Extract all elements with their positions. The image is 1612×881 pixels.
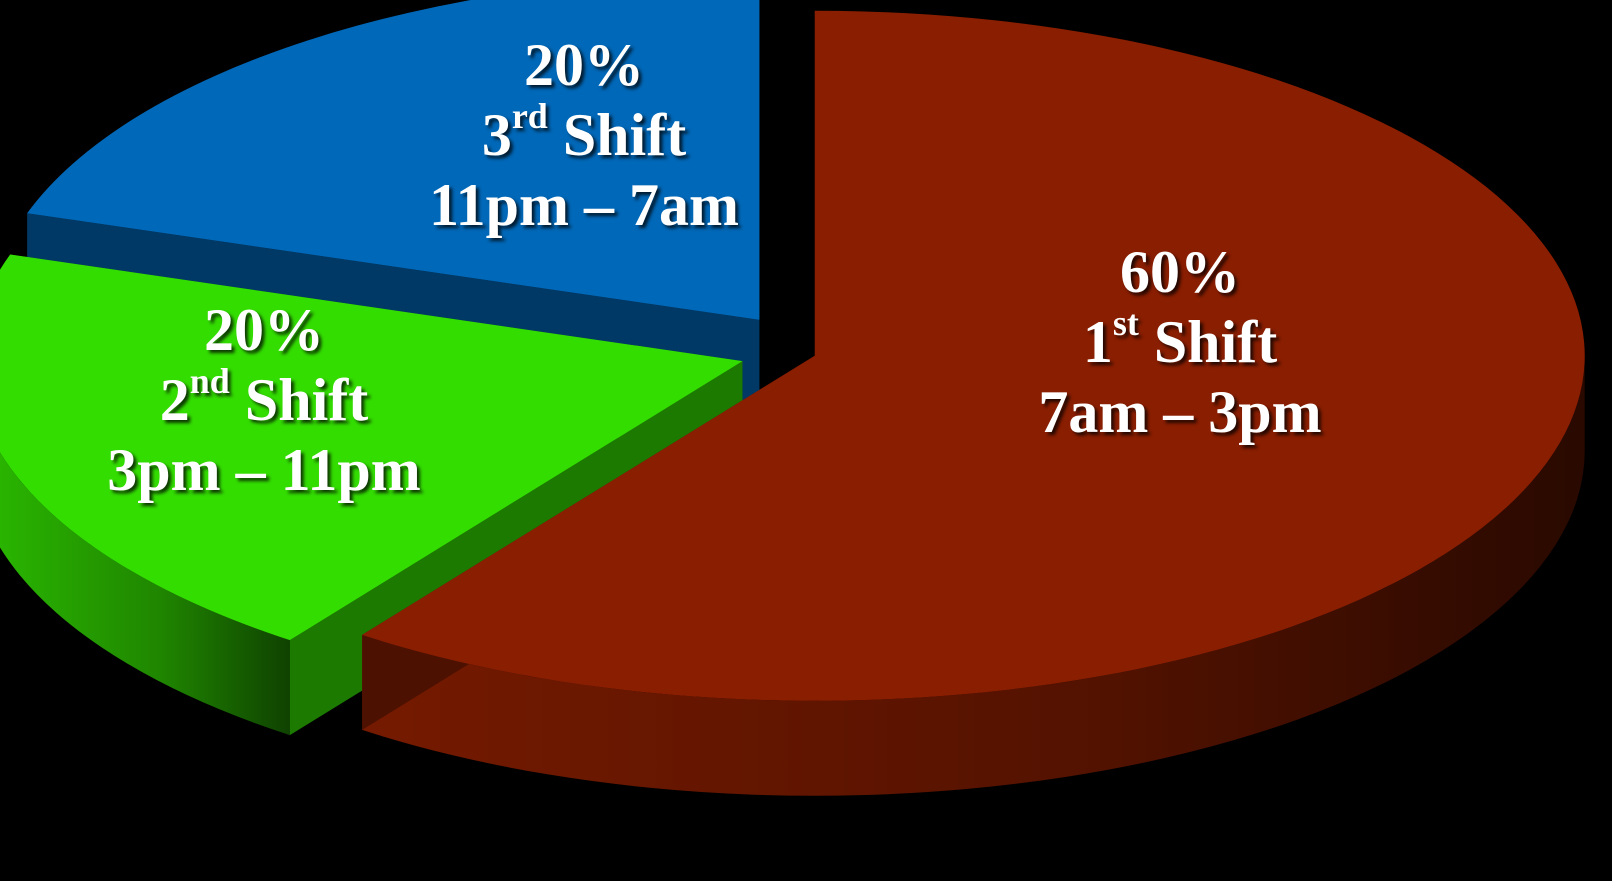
slice-percent-1st-shift: 60% bbox=[1120, 239, 1240, 305]
slice-top-face bbox=[27, 0, 760, 320]
slice-label-1st-shift: 60% 1st Shift 7am – 3pm bbox=[1038, 237, 1321, 447]
slice-time-2nd-shift: 11pm – 7am bbox=[428, 172, 740, 238]
slice-time-2nd-shift: 3pm – 11pm bbox=[107, 437, 421, 503]
slice-name-1st-shift: 1st Shift bbox=[1082, 303, 1278, 375]
slice-percent-2nd-shift: 20% bbox=[203, 297, 324, 363]
slice-side-wall bbox=[0, 452, 290, 736]
slice-1st-shift bbox=[362, 10, 1585, 796]
slice-top-face bbox=[0, 254, 743, 641]
slice-label-3rd-shift: 20% 3rd Shift 11pm – 7am bbox=[429, 30, 739, 240]
slice-name-3rd-shift: 3rd Shift bbox=[481, 96, 687, 168]
slice-label-2nd-shift: 20% 2nd Shift 3pm – 11pm bbox=[107, 295, 420, 505]
slice-time-1st-shift: 7am – 3pm bbox=[1038, 379, 1322, 445]
slice-name-2nd-shift: 2nd Shift bbox=[159, 361, 369, 433]
slice-percent-3rd-shift: 20% bbox=[524, 32, 644, 98]
slice-side-wall bbox=[362, 355, 1585, 796]
slice-top-face bbox=[362, 10, 1585, 701]
